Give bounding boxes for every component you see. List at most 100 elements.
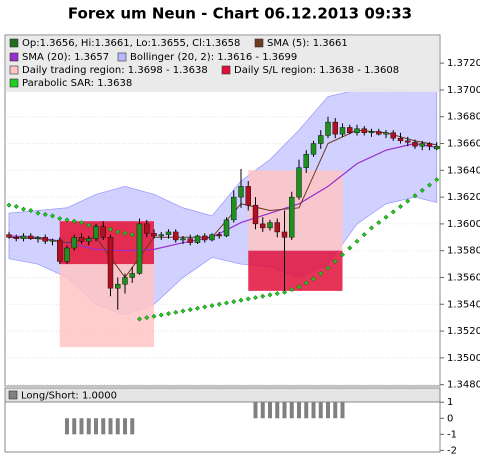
candle-body — [194, 235, 201, 243]
sar-dot — [369, 225, 374, 231]
legend-label: Daily S/L region: 1.3638 - 1.3608 — [234, 65, 399, 76]
candle-body — [238, 186, 244, 198]
sar-dot — [311, 276, 316, 282]
sar-dot — [427, 182, 432, 188]
y-tick-label: 1.3480 — [447, 380, 480, 391]
candle-body — [13, 237, 19, 239]
candle-body — [173, 231, 179, 241]
candle-body — [347, 127, 353, 133]
candle-body — [86, 238, 92, 242]
sar-dot — [216, 301, 222, 307]
sar-dot — [86, 222, 92, 228]
candle-body — [78, 237, 85, 242]
candle-body — [223, 219, 230, 237]
sar-dot — [332, 258, 338, 264]
sar-dot — [28, 208, 34, 213]
sar-dot — [412, 193, 418, 199]
legend-swatch — [9, 65, 19, 75]
candle-body — [325, 121, 331, 136]
candle-body — [383, 132, 389, 135]
bar — [333, 402, 338, 419]
trading-region — [248, 170, 343, 251]
candle-body — [376, 131, 382, 135]
bar — [311, 402, 316, 419]
sar-dot — [144, 315, 150, 321]
bar — [289, 402, 294, 419]
sar-dot — [347, 245, 353, 251]
sar-dot — [21, 206, 26, 212]
sar-dot — [108, 226, 113, 232]
sar-dot — [376, 220, 382, 226]
candle-body — [390, 132, 396, 139]
candle-body — [180, 238, 186, 241]
y-tick-label: -2 — [447, 445, 457, 456]
candle-body — [274, 222, 280, 233]
sar-dot — [434, 177, 440, 183]
sar-dot — [274, 291, 280, 297]
bar — [108, 418, 113, 435]
legend-label: Op:1.3656, Hi:1.3661, Lo:1.3655, Cl:1.36… — [22, 38, 240, 49]
sar-dot — [173, 309, 179, 315]
legend-label: SMA (20): 1.3657 — [22, 52, 109, 63]
bar — [340, 402, 345, 419]
y-tick-label: 1.3500 — [447, 353, 480, 364]
sar-dot — [405, 198, 411, 204]
sl-region — [248, 250, 343, 291]
lower-header — [4, 387, 441, 403]
candle-body — [115, 283, 121, 289]
candle-body — [419, 143, 425, 147]
y-tick-label: 1.3640 — [447, 165, 480, 176]
sar-dot — [231, 299, 237, 305]
sar-dot — [79, 220, 84, 226]
candle-body — [318, 135, 324, 144]
bar — [123, 418, 127, 435]
candle-body — [187, 238, 193, 243]
sar-dot — [354, 238, 360, 244]
bar — [72, 418, 77, 435]
candle-body — [310, 143, 317, 155]
sar-dot — [340, 252, 345, 258]
bar — [94, 418, 98, 435]
candle-body — [64, 247, 70, 262]
sar-dot — [325, 265, 331, 271]
candle-body — [332, 121, 338, 135]
sar-dot — [419, 187, 425, 193]
candle-body — [93, 226, 99, 239]
candle-body — [260, 223, 266, 229]
sar-dot — [318, 270, 324, 276]
candle-body — [42, 237, 48, 242]
sar-dot — [303, 280, 309, 286]
candle-body — [354, 128, 360, 133]
sar-dot — [390, 209, 396, 215]
sar-dot — [383, 214, 389, 220]
sar-dot — [50, 213, 55, 219]
candle-body — [339, 127, 346, 135]
sar-dot — [282, 289, 287, 295]
candle-body — [296, 167, 302, 198]
sar-dot — [289, 287, 295, 293]
sar-dot — [209, 303, 215, 309]
sar-dot — [245, 296, 251, 302]
sar-dot — [151, 313, 157, 319]
sar-dot — [296, 284, 302, 290]
bar — [297, 402, 301, 419]
candle-body — [267, 222, 273, 229]
legend-swatch — [117, 52, 127, 62]
bar — [65, 418, 69, 435]
candle-body — [151, 233, 157, 237]
candle-body — [100, 226, 106, 238]
sar-dot — [115, 229, 121, 235]
candle-body — [368, 131, 375, 133]
candle-body — [209, 234, 215, 241]
sar-dot — [180, 308, 186, 314]
candle-body — [49, 239, 56, 242]
sar-dot — [158, 312, 164, 318]
candle-body — [412, 141, 418, 147]
y-tick-label: 0 — [447, 413, 453, 424]
sar-dot — [253, 295, 258, 301]
sar-dot — [71, 218, 77, 224]
y-tick-label: -1 — [447, 429, 457, 440]
sar-dot — [361, 232, 367, 238]
y-tick-label: 1.3700 — [447, 85, 480, 96]
sar-dot — [137, 316, 142, 322]
